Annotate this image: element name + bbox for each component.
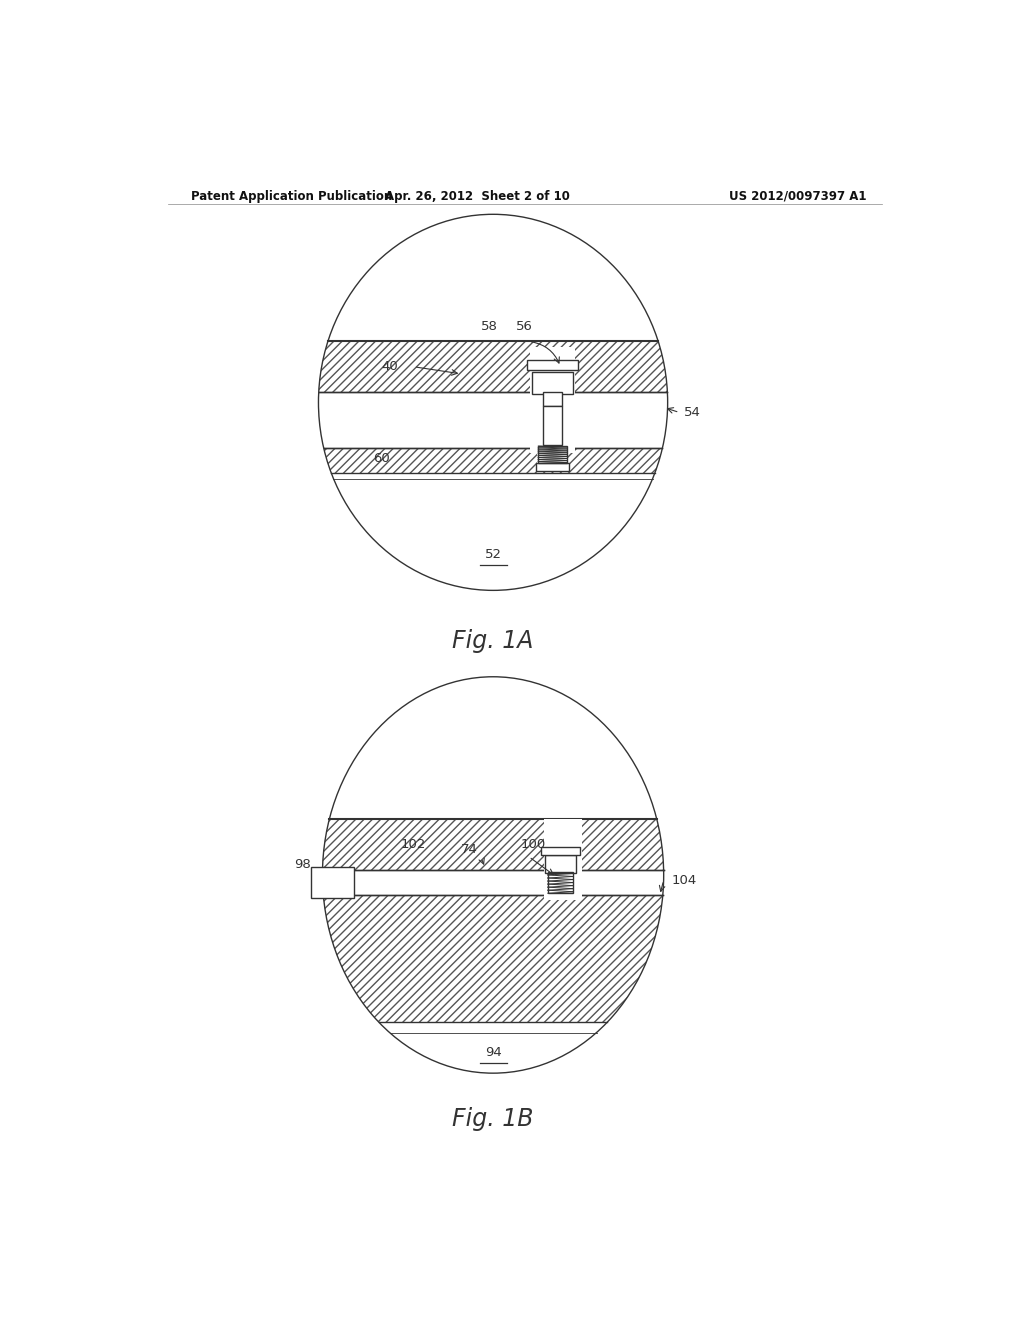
Text: Patent Application Publication: Patent Application Publication bbox=[191, 190, 393, 203]
Bar bbox=[547, 873, 574, 894]
Bar bbox=[310, 867, 354, 899]
Bar bbox=[323, 1022, 664, 1032]
Bar bbox=[318, 392, 668, 447]
Text: 52: 52 bbox=[484, 548, 502, 561]
Bar bbox=[544, 818, 582, 900]
Bar bbox=[527, 359, 578, 370]
Text: 40: 40 bbox=[382, 360, 398, 374]
Text: 100: 100 bbox=[520, 838, 546, 851]
Bar bbox=[318, 479, 668, 590]
Ellipse shape bbox=[318, 214, 668, 590]
Text: Apr. 26, 2012  Sheet 2 of 10: Apr. 26, 2012 Sheet 2 of 10 bbox=[385, 190, 569, 203]
Bar bbox=[548, 873, 573, 894]
Bar bbox=[543, 407, 562, 445]
Bar bbox=[323, 818, 664, 870]
Text: Fig. 1A: Fig. 1A bbox=[453, 630, 534, 653]
Bar bbox=[546, 854, 575, 873]
Text: 56: 56 bbox=[516, 319, 534, 333]
Bar bbox=[318, 474, 668, 479]
Bar bbox=[542, 846, 580, 854]
Bar bbox=[538, 446, 567, 463]
Text: 94: 94 bbox=[484, 1047, 502, 1060]
Bar bbox=[530, 347, 574, 453]
Text: 102: 102 bbox=[401, 838, 426, 851]
Text: 104: 104 bbox=[672, 874, 697, 887]
Bar bbox=[318, 447, 668, 474]
Text: Fig. 1B: Fig. 1B bbox=[453, 1107, 534, 1131]
Text: 58: 58 bbox=[480, 319, 498, 333]
Bar bbox=[323, 895, 664, 1022]
Bar bbox=[323, 1032, 664, 1073]
Ellipse shape bbox=[323, 677, 664, 1073]
Text: 54: 54 bbox=[684, 407, 700, 418]
Text: 60: 60 bbox=[374, 451, 390, 465]
Text: 98: 98 bbox=[294, 858, 310, 871]
Text: US 2012/0097397 A1: US 2012/0097397 A1 bbox=[728, 190, 866, 203]
Text: 74: 74 bbox=[461, 843, 477, 857]
Bar bbox=[323, 870, 664, 895]
Bar bbox=[318, 342, 668, 392]
Bar bbox=[536, 463, 569, 471]
Bar bbox=[543, 392, 562, 407]
Bar bbox=[539, 446, 567, 463]
Bar bbox=[531, 372, 573, 395]
